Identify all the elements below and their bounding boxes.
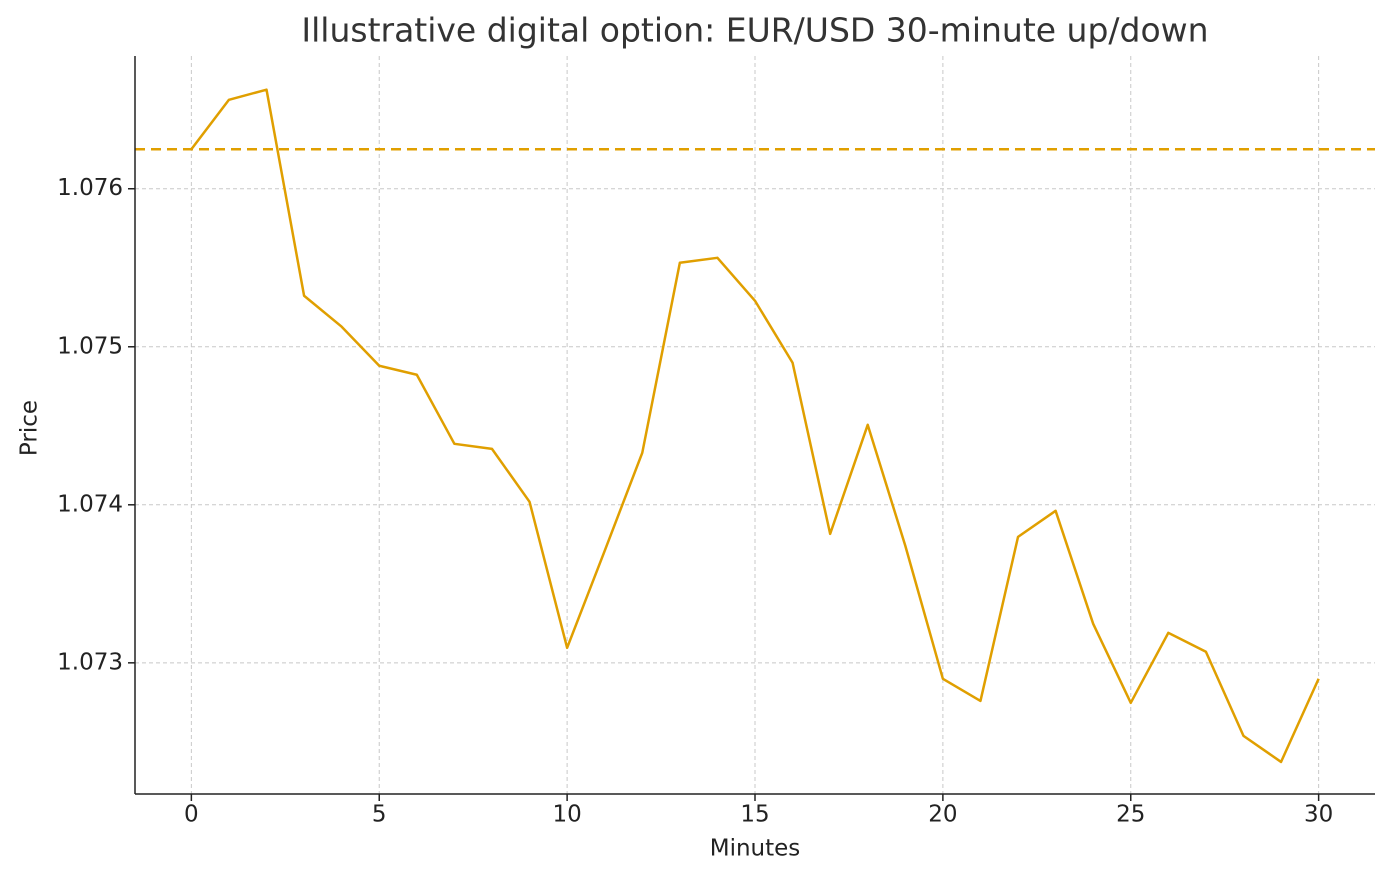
x-tick-label: 30 [1304,802,1333,828]
y-tick-label: 1.073 [57,649,123,675]
x-tick-label: 25 [1116,802,1145,828]
x-tick-label: 15 [740,802,769,828]
x-tick-label: 20 [928,802,957,828]
y-axis-label: Price [17,400,43,456]
y-tick-label: 1.076 [57,175,123,201]
x-axis-label: Minutes [710,836,801,862]
x-tick-label: 5 [372,802,387,828]
x-tick-label: 10 [552,802,581,828]
x-tick-label: 0 [184,802,199,828]
y-tick-label: 1.075 [57,333,123,359]
chart-title: Illustrative digital option: EUR/USD 30-… [301,11,1208,50]
price-line [190,88,1320,764]
y-tick-label: 1.074 [57,491,123,517]
